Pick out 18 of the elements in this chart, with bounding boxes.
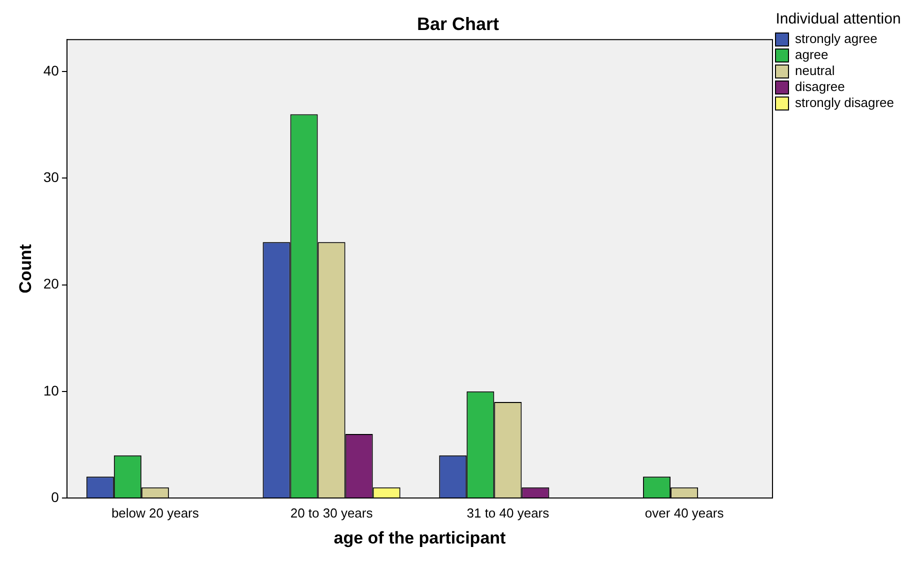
- y-axis-title: Count: [16, 244, 35, 294]
- y-tick-label: 30: [43, 169, 60, 186]
- y-tick-label: 0: [51, 488, 60, 505]
- y-tick-label: 10: [43, 382, 60, 398]
- legend-label: strongly disagree: [795, 95, 894, 110]
- x-tick-label: 31 to 40 years: [466, 505, 550, 520]
- legend-label: neutral: [795, 63, 835, 78]
- chart-title: Bar Chart: [416, 14, 500, 34]
- legend-label: strongly agree: [795, 31, 878, 46]
- legend-label: disagree: [795, 79, 845, 94]
- y-tick-label: 20: [43, 276, 60, 292]
- legend-title: Individual attention: [776, 10, 901, 28]
- x-axis-title: age of the participant: [334, 528, 506, 548]
- legend-label: agree: [795, 47, 828, 62]
- x-tick-label: 20 to 30 years: [290, 505, 374, 520]
- x-tick-label: over 40 years: [644, 505, 724, 520]
- x-tick-label: below 20 years: [111, 505, 200, 520]
- y-tick-label: 40: [43, 62, 60, 78]
